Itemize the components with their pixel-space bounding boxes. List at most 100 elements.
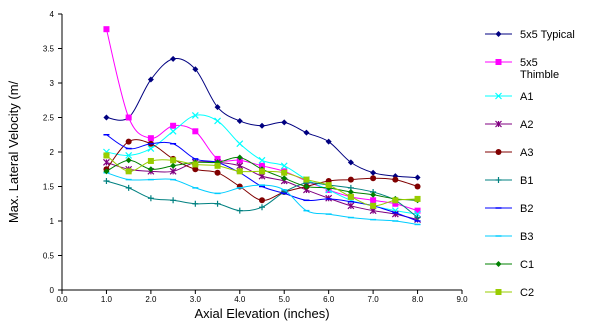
series-lines (103, 26, 421, 226)
legend-label: A1 (520, 91, 533, 103)
series-line (105, 29, 418, 212)
legend-label: B3 (520, 231, 533, 243)
data-point (236, 154, 243, 161)
data-point (347, 193, 354, 200)
data-point (303, 129, 310, 136)
y-tick-label: 3 (50, 79, 55, 88)
data-point (125, 168, 132, 175)
data-point (125, 152, 133, 159)
legend-marker (495, 59, 502, 65)
legend-item: A2 (485, 119, 533, 131)
data-point (192, 66, 199, 73)
data-point (214, 162, 221, 169)
data-point (259, 162, 265, 169)
legend-marker (495, 177, 502, 183)
data-point (125, 157, 132, 164)
y-tick-label: 0 (50, 286, 55, 295)
data-point (214, 200, 221, 207)
y-tick-label: 3.5 (43, 45, 55, 54)
data-point (392, 200, 399, 207)
data-point (125, 184, 132, 191)
data-point (414, 195, 421, 202)
data-point (170, 55, 177, 62)
x-tick-label: 6.0 (323, 295, 335, 304)
y-axis-title: Max. Lateral Velocity (m/ (6, 80, 21, 223)
legend-item: A3 (485, 147, 533, 159)
data-point (125, 114, 132, 121)
legend-marker (495, 149, 502, 155)
data-point (169, 167, 177, 175)
legend-item: B3 (485, 231, 533, 243)
x-tick-label: 9.0 (456, 295, 468, 304)
data-point (347, 189, 354, 196)
data-point (147, 157, 154, 164)
x-tick-label: 5.0 (279, 295, 291, 304)
data-point (414, 174, 421, 181)
data-point (170, 157, 177, 164)
series-10 (103, 152, 421, 209)
data-point (259, 204, 265, 211)
data-point (347, 159, 354, 166)
data-point (147, 195, 154, 202)
x-tick-label: 3.0 (190, 295, 202, 304)
y-tick-label: 1 (50, 217, 55, 226)
data-point (303, 183, 310, 190)
legend-marker (495, 92, 502, 100)
data-point (392, 176, 399, 183)
series-8 (103, 171, 421, 226)
data-point (214, 117, 221, 125)
data-point (303, 176, 310, 183)
data-point (214, 155, 221, 162)
data-point (347, 176, 354, 183)
data-point (103, 158, 110, 166)
legend-label: A2 (520, 119, 533, 131)
data-point (392, 197, 399, 204)
data-point (258, 156, 266, 164)
legend-label: 5x5 (520, 57, 538, 69)
data-point (147, 166, 154, 173)
series-6 (103, 177, 421, 221)
y-tick-label: 1.5 (43, 183, 55, 192)
legend-item: B2 (485, 203, 533, 215)
x-tick-label: 2.0 (145, 295, 157, 304)
x-tick-label: 0.0 (56, 295, 68, 304)
data-point (414, 207, 421, 214)
data-point (214, 169, 221, 176)
data-point (192, 161, 199, 168)
legend-label: Thimble (520, 69, 559, 81)
legend-label: C2 (520, 287, 534, 299)
x-tick-label: 4.0 (234, 295, 246, 304)
legend-item: 5x5 Typical (485, 29, 575, 41)
data-point (325, 138, 332, 145)
y-tick-label: 2 (50, 148, 55, 157)
data-point (103, 114, 110, 121)
data-point (170, 122, 177, 129)
data-point (259, 168, 265, 175)
legend-marker (495, 31, 502, 37)
legend-label: B2 (520, 203, 533, 215)
data-point (236, 162, 244, 170)
data-point (191, 112, 199, 119)
data-point (370, 169, 377, 176)
y-tick-label: 2.5 (43, 114, 55, 123)
data-point (192, 200, 199, 207)
data-point (147, 135, 154, 142)
legend-item: B1 (485, 175, 533, 187)
data-point (103, 26, 110, 33)
data-point (103, 152, 110, 159)
data-point (236, 140, 244, 148)
data-point (192, 166, 199, 173)
data-point (170, 162, 177, 169)
data-point (170, 197, 177, 204)
legend-marker (495, 120, 502, 128)
data-point (259, 122, 265, 129)
data-point (259, 197, 265, 204)
legend-item: C1 (485, 259, 534, 271)
x-tick-label: 1.0 (101, 295, 113, 304)
legend-label: 5x5 Typical (520, 29, 575, 41)
data-point (280, 162, 288, 170)
y-tick-label: 4 (50, 10, 55, 19)
data-point (281, 119, 288, 126)
